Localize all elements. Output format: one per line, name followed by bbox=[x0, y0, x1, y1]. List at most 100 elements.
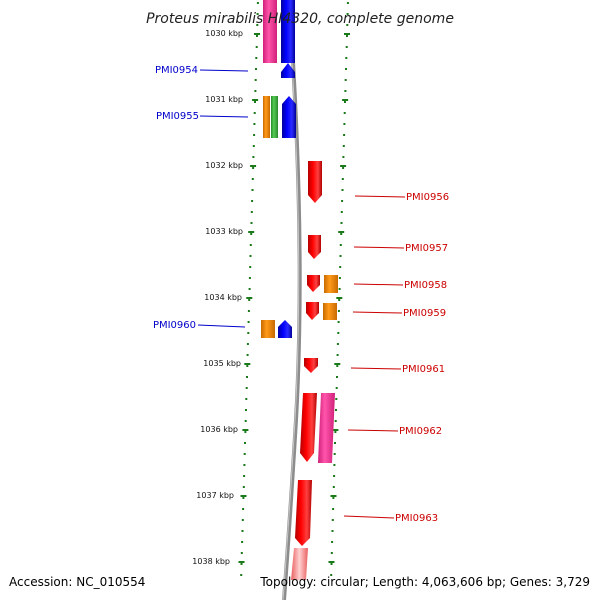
scale-label-1031: 1031 kbp bbox=[205, 95, 243, 104]
gene-pmi0960-blue[interactable] bbox=[278, 320, 292, 338]
scale-label-1030: 1030 kbp bbox=[205, 29, 243, 38]
gene-pmi0958-orange[interactable] bbox=[324, 275, 338, 293]
gene-pmi0956[interactable] bbox=[308, 161, 322, 203]
inner-track-dot bbox=[246, 343, 249, 345]
gene-pmi0954[interactable] bbox=[281, 63, 295, 78]
outer-track-dot bbox=[345, 57, 348, 59]
gene-pmi0957[interactable] bbox=[308, 235, 321, 259]
scale-label-1038: 1038 kbp bbox=[192, 557, 230, 566]
gene-label-pmi0962[interactable]: PMI0962 bbox=[399, 426, 442, 437]
outer-track-dot bbox=[338, 299, 341, 301]
inner-track-major-tick bbox=[250, 165, 257, 167]
scale-label-1034: 1034 kbp bbox=[204, 293, 242, 302]
outer-track-dot bbox=[336, 365, 339, 367]
inner-track-dot bbox=[256, 2, 259, 4]
gene-partial-bottom[interactable] bbox=[291, 548, 308, 580]
gene-pmi0960-orange[interactable] bbox=[261, 320, 275, 338]
outer-track-dot bbox=[342, 167, 345, 169]
gene-pmi0962-red[interactable] bbox=[300, 393, 317, 462]
outer-track-dot bbox=[332, 486, 335, 488]
gene-pmi0962-magenta[interactable] bbox=[318, 393, 335, 463]
inner-track-major-tick bbox=[238, 561, 245, 563]
inner-track-dot bbox=[255, 68, 257, 70]
gene-pmi0955-orange[interactable] bbox=[263, 96, 270, 138]
outer-track-dot bbox=[332, 497, 335, 499]
outer-track-dot bbox=[335, 387, 338, 389]
outer-track-dot bbox=[341, 178, 344, 180]
gene-leaders bbox=[197, 69, 406, 519]
inner-track-major-tick bbox=[252, 99, 259, 101]
inner-track-major-tick bbox=[240, 495, 247, 497]
gene-label-pmi0955[interactable]: PMI0955 bbox=[156, 111, 199, 122]
inner-track-dot bbox=[240, 563, 243, 565]
gene-pmi0958-red[interactable] bbox=[307, 275, 320, 292]
outer-track-dot bbox=[338, 277, 341, 279]
gene-label-pmi0961[interactable]: PMI0961 bbox=[402, 364, 445, 375]
inner-track-dot bbox=[254, 79, 257, 81]
inner-track-major-tick bbox=[242, 429, 249, 431]
outer-track-dot bbox=[334, 431, 337, 433]
outer-track-dot bbox=[333, 453, 336, 455]
inner-track-dot bbox=[245, 398, 248, 400]
inner-track-dot bbox=[251, 189, 254, 191]
inner-track-dot bbox=[246, 376, 248, 378]
outer-track-dot bbox=[335, 409, 337, 411]
gene-label-pmi0956[interactable]: PMI0956 bbox=[406, 192, 449, 203]
inner-track-dot bbox=[240, 552, 243, 554]
outer-track-dot bbox=[342, 145, 345, 147]
gene-label-pmi0957[interactable]: PMI0957 bbox=[405, 243, 448, 254]
gene-label-pmi0963[interactable]: PMI0963 bbox=[395, 513, 438, 524]
outer-track-major-tick bbox=[338, 231, 345, 233]
map-title: Proteus mirabilis HI4320, complete genom… bbox=[146, 11, 454, 27]
gene-pmi0959-red[interactable] bbox=[306, 302, 319, 320]
outer-track-dot bbox=[344, 101, 346, 103]
inner-track-dot bbox=[242, 497, 245, 499]
inner-track-dot bbox=[247, 310, 250, 312]
inner-track-dot bbox=[242, 486, 245, 488]
outer-track-dot bbox=[330, 552, 333, 554]
gene-pmi0955-green[interactable] bbox=[271, 96, 278, 138]
outer-track-dot bbox=[334, 420, 337, 422]
inner-track-dot bbox=[246, 365, 249, 367]
outer-track-dot bbox=[331, 541, 334, 543]
gene-label-pmi0960[interactable]: PMI0960 bbox=[153, 320, 196, 331]
gene-labels: PMI0954 PMI0955 PMI0960 PMI0956 PMI0957 … bbox=[153, 65, 449, 524]
gene-label-pmi0959[interactable]: PMI0959 bbox=[403, 308, 446, 319]
gene-pmi0963[interactable] bbox=[295, 480, 312, 546]
gene-magenta-top[interactable] bbox=[263, 0, 277, 63]
inner-track-dot bbox=[243, 464, 246, 466]
inner-track-dot bbox=[245, 387, 248, 389]
inner-track-dot bbox=[256, 35, 258, 37]
outer-track-dot bbox=[338, 288, 341, 290]
outer-track-dot bbox=[341, 189, 344, 191]
inner-track-dot bbox=[250, 211, 253, 213]
leader-pmi0956 bbox=[354, 195, 406, 198]
outer-track-dot bbox=[336, 354, 339, 356]
inner-track-dot bbox=[251, 200, 254, 202]
gene-label-pmi0958[interactable]: PMI0958 bbox=[404, 280, 447, 291]
outer-track-dot bbox=[345, 68, 347, 70]
gene-blue-top[interactable] bbox=[281, 0, 295, 63]
inner-track-major-tick bbox=[248, 231, 255, 233]
outer-track-dot bbox=[343, 112, 346, 114]
outer-track-dot bbox=[339, 266, 342, 268]
outer-track-major-tick bbox=[344, 33, 350, 35]
gene-pmi0961[interactable] bbox=[304, 358, 318, 373]
outer-track-dot bbox=[335, 398, 338, 400]
inner-track-dot bbox=[252, 167, 255, 169]
inner-track-dot bbox=[240, 574, 243, 576]
outer-track-dot bbox=[333, 464, 336, 466]
outer-track-major-tick bbox=[342, 99, 349, 101]
outer-track-dot bbox=[336, 343, 339, 345]
outer-track-major-tick bbox=[334, 363, 341, 365]
outer-track-dot bbox=[346, 24, 349, 26]
outer-track-dot bbox=[343, 123, 346, 125]
genome-backbone bbox=[282, 0, 302, 600]
gene-label-pmi0954[interactable]: PMI0954 bbox=[155, 65, 198, 76]
inner-track-dot bbox=[253, 112, 256, 114]
scale-label-1033: 1033 kbp bbox=[205, 227, 243, 236]
gene-pmi0959-orange[interactable] bbox=[323, 303, 337, 320]
outer-track-dot bbox=[343, 134, 346, 136]
gene-pmi0955-blue[interactable] bbox=[282, 96, 296, 138]
